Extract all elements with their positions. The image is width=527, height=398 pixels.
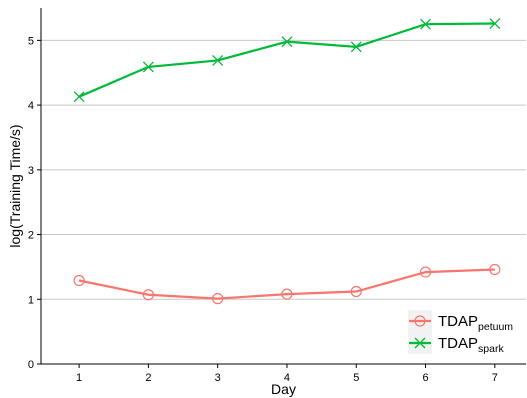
x-tick-label: 2 [145, 372, 151, 384]
marker-stroke [281, 36, 293, 48]
grid-lines [41, 39, 526, 300]
marker-stroke [489, 18, 501, 29]
x-tick-label: 5 [353, 372, 359, 384]
data-point [212, 54, 224, 66]
y-axis-title: log(Training Time/s) [7, 124, 23, 247]
x-tick-label: 1 [76, 372, 82, 384]
data-point [414, 337, 426, 349]
x-tick-label: 4 [284, 372, 290, 384]
series-line [78, 22, 495, 98]
data-point [350, 285, 362, 298]
series-petuum [73, 263, 501, 305]
axes [40, 8, 526, 365]
y-tick-label: 5 [28, 35, 34, 47]
legend-key-background [408, 310, 432, 354]
data-point [489, 263, 501, 276]
y-tick-label: 2 [28, 230, 34, 242]
data-point [420, 18, 431, 30]
marker-stroke [414, 337, 426, 349]
marker-stroke [73, 91, 85, 103]
legend-item-petuum: TDAPpetuum [409, 313, 513, 333]
x-axis-title: Day [271, 381, 296, 397]
y-tick-label: 3 [28, 165, 34, 177]
data-point [281, 288, 293, 300]
series-layer [73, 18, 501, 305]
data-point [414, 315, 426, 327]
y-tick-label: 1 [28, 294, 34, 306]
legend-label: TDAPpetuum [438, 313, 513, 333]
data-point [142, 61, 154, 73]
x-tick-label: 7 [492, 372, 498, 384]
y-tick-label: 4 [28, 100, 34, 112]
data-point [350, 41, 362, 53]
marker-stroke [212, 54, 224, 66]
data-point [142, 289, 154, 301]
legend-label: TDAPspark [438, 335, 504, 355]
legend-item-spark: TDAPspark [409, 335, 504, 355]
marker-stroke [420, 18, 431, 30]
data-point [212, 293, 224, 305]
marker-stroke [142, 61, 154, 73]
y-tick-label: 0 [28, 359, 34, 371]
data-point [73, 274, 85, 287]
marker-stroke [350, 41, 362, 53]
data-point [73, 91, 85, 103]
series-spark [73, 18, 501, 103]
x-tick-label: 6 [422, 372, 428, 384]
ticks: 0 1 2 3 4 5 1 2 3 4 5 6 7 [28, 35, 498, 384]
x-tick-label: 3 [215, 372, 221, 384]
data-point [419, 266, 432, 278]
data-point [489, 18, 501, 29]
series-line [78, 268, 495, 300]
data-point [281, 36, 293, 48]
